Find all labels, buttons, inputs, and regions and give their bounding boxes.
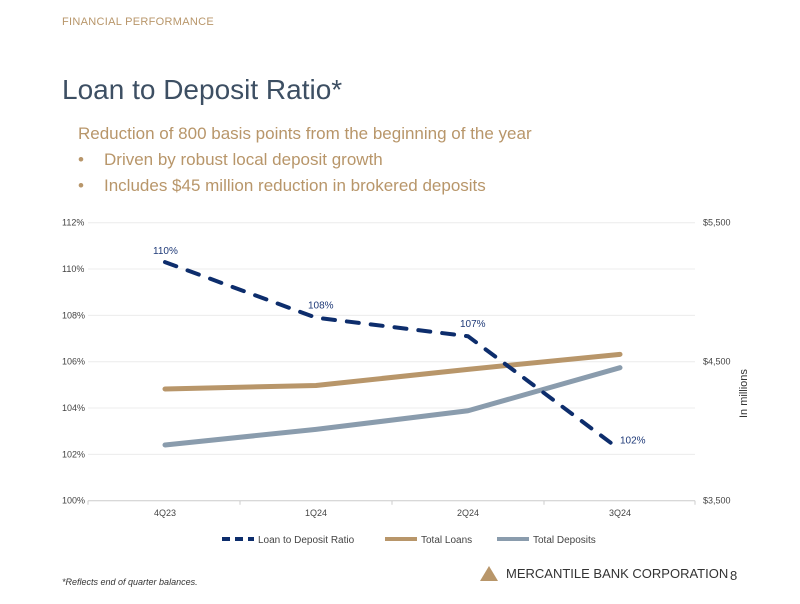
bullet-item: • Includes $45 million reduction in broke… [78,176,486,196]
x-tick-label: 3Q24 [609,508,631,518]
triangle-logo-icon [480,566,498,581]
brand-name: MERCANTILE BANK CORPORATION [506,566,729,581]
bullet-item: • Driven by robust local deposit growth [78,150,383,170]
right-tick-label: $5,500 [703,218,731,228]
right-axis-label: In millions [738,369,750,418]
data-label: 108% [308,301,334,312]
x-tick-label: 4Q23 [154,508,176,518]
left-tick-label: 110% [62,264,84,274]
data-label: 107% [460,319,486,330]
legend-label: Total Deposits [533,535,596,546]
page-title: Loan to Deposit Ratio* [62,74,343,105]
data-label: 102% [620,436,646,447]
legend-label: Loan to Deposit Ratio [258,535,355,546]
left-tick-label: 108% [62,310,85,320]
bullet-dot: • [78,176,84,195]
left-tick-label: 100% [62,496,85,506]
series-line-loan-to-deposit-ratio [163,260,622,452]
legend-label: Total Loans [421,535,472,546]
page-number: 8 [730,568,738,583]
x-tick-label: 1Q24 [305,508,327,518]
data-label: 110% [153,246,178,257]
series-line-total-deposits [162,365,623,448]
left-tick-label: 106% [62,357,85,367]
bullet-dot: • [78,150,84,169]
right-tick-label: $3,500 [703,496,731,506]
left-tick-label: 112% [62,218,84,228]
left-tick-label: 102% [62,449,85,459]
x-tick-label: 2Q24 [457,508,479,518]
section-label: FINANCIAL PERFORMANCE [62,16,214,28]
bullet-text: Includes $45 million reduction in broker… [104,176,486,195]
left-tick-label: 104% [62,403,85,413]
right-tick-label: $4,500 [703,357,731,367]
footnote: *Reflects end of quarter balances. [62,577,198,587]
series-line-total-loans [162,351,623,392]
brand-logo: MERCANTILE BANK CORPORATION [480,566,728,581]
bullet-text: Driven by robust local deposit growth [104,150,383,169]
subtitle: Reduction of 800 basis points from the b… [78,124,532,143]
